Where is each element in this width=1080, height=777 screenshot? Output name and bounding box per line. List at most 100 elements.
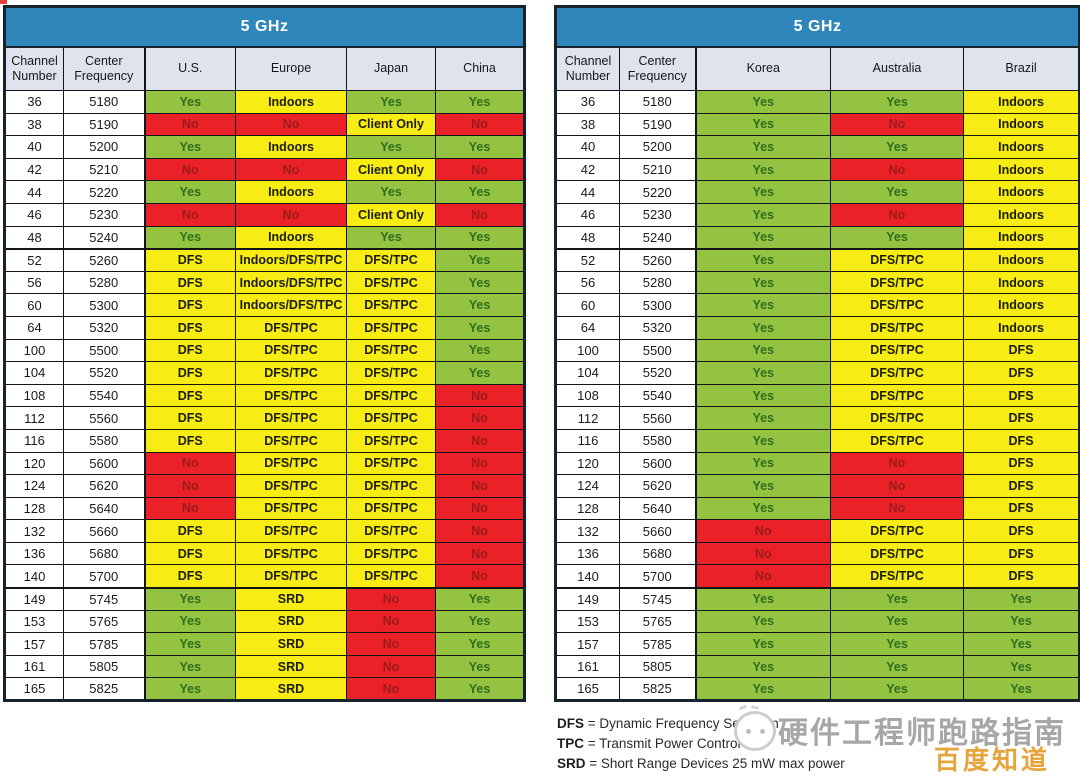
- status-cell: Yes: [694, 157, 831, 182]
- status-cell: DFS/TPC: [346, 406, 436, 430]
- center-frequency-cell: 5260: [619, 247, 696, 272]
- status-cell: Yes: [143, 90, 236, 114]
- status-cell: No: [346, 677, 436, 702]
- status-cell: Yes: [346, 180, 436, 204]
- status-cell: Yes: [830, 225, 964, 250]
- status-cell: Indoors: [235, 225, 347, 250]
- status-cell: No: [434, 406, 526, 430]
- status-cell: Yes: [694, 180, 831, 204]
- status-cell: DFS/TPC: [830, 541, 964, 566]
- table-row: 116 5580 Yes DFS/TPC DFS: [555, 428, 1080, 453]
- status-cell: No: [830, 474, 964, 498]
- table-row: 136 5680 DFS DFS/TPC DFS/TPC No: [4, 541, 526, 566]
- status-cell: Yes: [143, 586, 236, 611]
- status-cell: DFS: [143, 519, 236, 543]
- status-cell: Yes: [434, 654, 526, 679]
- center-frequency-cell: 5200: [619, 135, 696, 159]
- status-cell: Yes: [434, 677, 526, 702]
- status-cell: No: [434, 451, 526, 476]
- table-row: 140 5700 DFS DFS/TPC DFS/TPC No: [4, 564, 526, 589]
- status-cell: Yes: [143, 180, 236, 204]
- status-cell: Yes: [830, 677, 964, 702]
- channel-number-cell: 46: [555, 202, 620, 227]
- table-row: 36 5180 Yes Yes Indoors: [555, 90, 1080, 114]
- channel-number-cell: 140: [555, 564, 620, 589]
- status-cell: Indoors/DFS/TPC: [235, 270, 347, 295]
- status-cell: Yes: [694, 383, 831, 408]
- status-cell: DFS: [962, 541, 1080, 566]
- status-cell: DFS/TPC: [346, 496, 436, 521]
- status-cell: Yes: [694, 406, 831, 430]
- status-cell: No: [830, 451, 964, 476]
- status-cell: Yes: [694, 609, 831, 634]
- channel-number-cell: 56: [555, 270, 620, 295]
- column-header: Australia: [830, 46, 964, 91]
- status-cell: No: [346, 586, 436, 611]
- status-cell: Yes: [694, 112, 831, 137]
- status-cell: DFS/TPC: [830, 361, 964, 385]
- center-frequency-cell: 5540: [63, 383, 145, 408]
- status-cell: Yes: [962, 654, 1080, 679]
- table-row: 120 5600 Yes No DFS: [555, 451, 1080, 476]
- status-cell: DFS: [143, 383, 236, 408]
- status-cell: DFS/TPC: [346, 338, 436, 363]
- table-row: 112 5560 DFS DFS/TPC DFS/TPC No: [4, 406, 526, 430]
- status-cell: Yes: [434, 586, 526, 611]
- status-cell: Indoors: [235, 90, 347, 114]
- channel-number-cell: 48: [555, 225, 620, 250]
- status-cell: Yes: [143, 677, 236, 702]
- status-cell: No: [235, 112, 347, 137]
- table-row: 165 5825 Yes SRD No Yes: [4, 677, 526, 702]
- status-cell: No: [434, 541, 526, 566]
- status-cell: Yes: [830, 90, 964, 114]
- table-row: 44 5220 Yes Indoors Yes Yes: [4, 180, 526, 204]
- center-frequency-cell: 5300: [619, 293, 696, 317]
- table-row: 124 5620 No DFS/TPC DFS/TPC No: [4, 474, 526, 498]
- center-frequency-cell: 5200: [63, 135, 145, 159]
- status-cell: DFS/TPC: [830, 564, 964, 589]
- table-row: 64 5320 DFS DFS/TPC DFS/TPC Yes: [4, 315, 526, 340]
- table-row: 52 5260 DFS Indoors/DFS/TPC DFS/TPC Yes: [4, 247, 526, 272]
- channel-number-cell: 60: [4, 293, 64, 317]
- center-frequency-cell: 5180: [619, 90, 696, 114]
- center-frequency-cell: 5660: [63, 519, 145, 543]
- column-header: Korea: [694, 46, 831, 91]
- channel-number-cell: 149: [555, 586, 620, 611]
- status-cell: No: [346, 609, 436, 634]
- status-cell: Yes: [434, 180, 526, 204]
- channel-number-cell: 153: [4, 609, 64, 634]
- status-cell: SRD: [235, 609, 347, 634]
- table-row: 132 5660 No DFS/TPC DFS: [555, 519, 1080, 543]
- status-cell: Yes: [434, 270, 526, 295]
- status-cell: Yes: [434, 315, 526, 340]
- status-cell: Yes: [694, 586, 831, 611]
- status-cell: Yes: [434, 90, 526, 114]
- table-row: 48 5240 Yes Indoors Yes Yes: [4, 225, 526, 250]
- status-cell: DFS/TPC: [235, 315, 347, 340]
- status-cell: Yes: [434, 632, 526, 656]
- center-frequency-cell: 5240: [619, 225, 696, 250]
- status-cell: Indoors: [962, 135, 1080, 159]
- center-frequency-cell: 5500: [619, 338, 696, 363]
- status-cell: DFS/TPC: [346, 564, 436, 589]
- status-cell: Yes: [694, 293, 831, 317]
- channel-number-cell: 112: [555, 406, 620, 430]
- status-cell: No: [434, 474, 526, 498]
- status-cell: DFS: [962, 383, 1080, 408]
- center-frequency-cell: 5560: [63, 406, 145, 430]
- status-cell: Yes: [434, 293, 526, 317]
- status-cell: DFS: [143, 247, 236, 272]
- status-cell: No: [143, 202, 236, 227]
- status-cell: Yes: [962, 586, 1080, 611]
- center-frequency-cell: 5640: [63, 496, 145, 521]
- table-row: 40 5200 Yes Indoors Yes Yes: [4, 135, 526, 159]
- channel-number-cell: 165: [4, 677, 64, 702]
- channel-number-cell: 48: [4, 225, 64, 250]
- center-frequency-cell: 5600: [63, 451, 145, 476]
- table-row: 38 5190 Yes No Indoors: [555, 112, 1080, 137]
- status-cell: DFS/TPC: [235, 541, 347, 566]
- status-cell: Yes: [830, 632, 964, 656]
- column-header: U.S.: [143, 46, 236, 91]
- status-cell: DFS: [962, 361, 1080, 385]
- column-header: Channel Number: [4, 46, 64, 91]
